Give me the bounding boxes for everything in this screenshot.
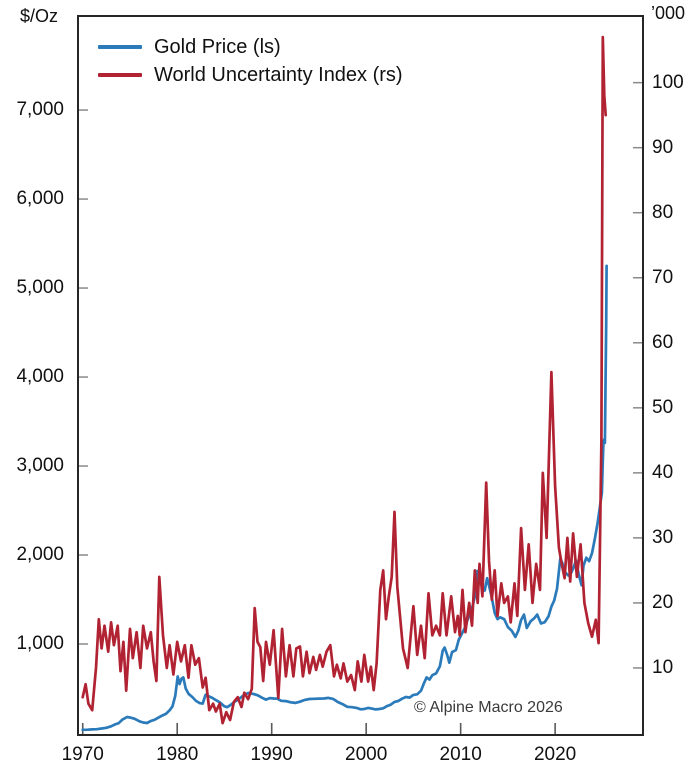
legend-item-uncertainty: World Uncertainty Index (rs)	[98, 61, 403, 89]
x-axis-tick-label: 2000	[345, 744, 388, 765]
x-axis-tick-label: 1980	[156, 744, 199, 765]
y-axis-right-tick-label: 40	[652, 461, 674, 483]
y-axis-left-tick-label: 3,000	[16, 455, 64, 477]
legend-label-uncertainty: World Uncertainty Index (rs)	[154, 63, 403, 86]
y-axis-right-tick-label: 70	[652, 266, 674, 288]
gold-line-swatch	[98, 45, 142, 49]
y-axis-right-tick-label: 100	[652, 71, 684, 93]
x-axis-tick-label: 1970	[61, 744, 104, 765]
y-axis-right-tick-label: 20	[652, 591, 674, 613]
y-axis-right-tick-label: 50	[652, 396, 674, 418]
y-axis-right-tick-label: 80	[652, 201, 674, 223]
legend-item-gold: Gold Price (ls)	[98, 33, 403, 61]
legend-label-gold: Gold Price (ls)	[154, 35, 281, 58]
y-axis-right-tick-label: 30	[652, 526, 674, 548]
y-axis-left-tick-label: 5,000	[16, 277, 64, 299]
y-axis-right-tick-label: 10	[652, 656, 674, 678]
y-axis-right-tick-label: 60	[652, 331, 674, 353]
y-axis-left-tick-label: 6,000	[16, 188, 64, 210]
legend: Gold Price (ls) World Uncertainty Index …	[98, 33, 403, 89]
x-axis-tick-label: 1990	[250, 744, 293, 765]
x-axis-tick-label: 2010	[439, 744, 482, 765]
y-axis-left-tick-label: 7,000	[16, 99, 64, 121]
left-axis-unit-label: $/Oz	[20, 6, 59, 26]
y-axis-left-tick-label: 4,000	[16, 366, 64, 388]
x-axis-tick-label: 2020	[533, 744, 577, 765]
y-axis-left-tick-label: 2,000	[16, 544, 64, 566]
right-axis-unit-label: ’000	[651, 3, 686, 23]
y-axis-left-tick-label: 1,000	[16, 633, 64, 654]
copyright-note: © Alpine Macro 2026	[414, 699, 563, 716]
y-axis-right-tick-label: 90	[652, 136, 674, 158]
uncertainty-line-swatch	[98, 73, 142, 77]
